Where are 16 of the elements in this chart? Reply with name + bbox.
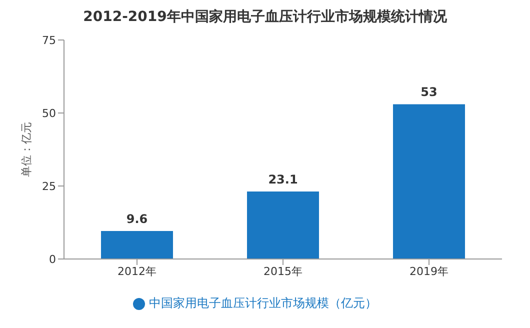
x-tick-label: 2015年 — [264, 264, 302, 278]
y-tick-label: 50 — [42, 106, 56, 120]
legend-label: 中国家用电子血压计行业市场规模（亿元） — [149, 296, 377, 310]
y-tick-label: 25 — [42, 180, 56, 193]
bar — [247, 192, 319, 259]
data-label: 9.6 — [126, 212, 148, 226]
x-tick-label: 2012年 — [118, 264, 156, 278]
y-tick-label: 0 — [49, 252, 56, 266]
bar — [393, 104, 465, 259]
data-label: 53 — [420, 85, 438, 100]
y-tick-label: 75 — [42, 34, 56, 47]
data-label: 23.1 — [268, 172, 298, 187]
y-axis-title: 单位：亿元 — [20, 122, 33, 177]
bar — [101, 230, 173, 259]
x-tick-label: 2019年 — [410, 264, 448, 278]
chart-title: 2012-2019年中国家用电子血压计行业市场规模统计情况 — [82, 8, 448, 26]
